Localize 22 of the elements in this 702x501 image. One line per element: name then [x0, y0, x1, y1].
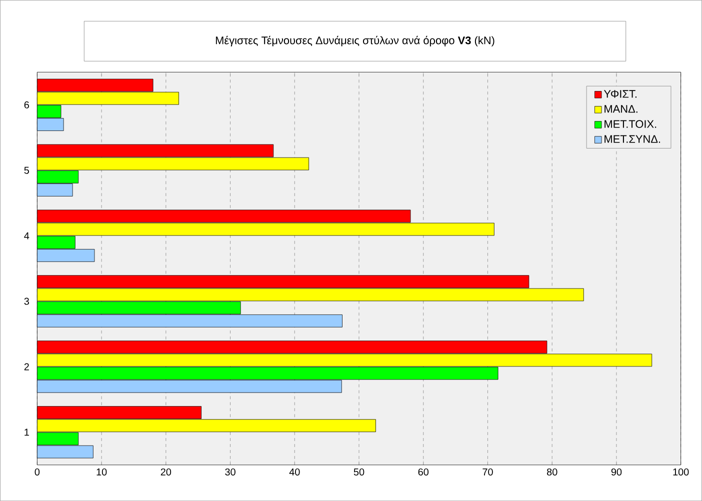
y-tick-label: 3 [24, 298, 29, 305]
legend-label: ΜΕΤ.ΤΟΙΧ. [604, 120, 656, 128]
x-tick-label: 90 [611, 468, 622, 476]
x-tick-label: 60 [418, 468, 429, 476]
chart-title: Μέγιστες Τέμνουσες Δυνάμεις στύλων ανά όροφο V3 (kN) [216, 36, 494, 46]
y-tick-label: 2 [24, 363, 29, 370]
x-tick-label: 50 [354, 468, 364, 476]
y-tick-label: 4 [24, 232, 30, 240]
legend-label: ΜΕΤ.ΣΥΝΔ. [604, 135, 660, 143]
x-tick-label: 30 [225, 468, 236, 476]
y-tick-label: 1 [24, 428, 29, 436]
x-tick-label: 100 [673, 468, 689, 476]
x-tick-label: 20 [160, 468, 172, 476]
legend-label: ΥΦΙΣΤ. [604, 90, 636, 98]
y-tick-label: 5 [24, 166, 29, 174]
x-tick-label: 80 [546, 468, 558, 476]
x-tick-label: 40 [289, 468, 300, 476]
x-tick-label: 10 [96, 468, 107, 476]
x-tick-label: 0 [34, 468, 40, 476]
x-tick-label: 70 [482, 468, 493, 476]
y-tick-label: 6 [24, 101, 29, 108]
legend-label: ΜΑΝΔ. [604, 105, 638, 113]
